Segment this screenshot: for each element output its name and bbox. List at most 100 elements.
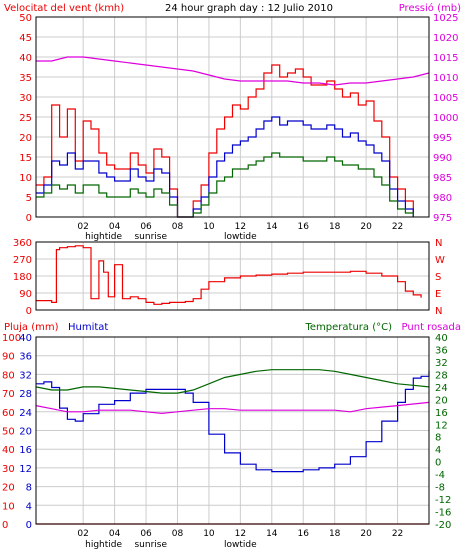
hightide-annotation: hightide bbox=[85, 232, 122, 242]
compass-tick-label: S bbox=[435, 272, 441, 283]
humidity-y-tick-label: 0 bbox=[26, 520, 32, 531]
humidity-x-tick-label: 10 bbox=[203, 529, 215, 539]
frame-layer bbox=[36, 17, 429, 524]
avg-series-line bbox=[36, 153, 413, 217]
temperature-y-tick-label: 12 bbox=[435, 420, 448, 431]
compass-tick-label: N bbox=[435, 238, 442, 249]
rain-y-tick-label: 0 bbox=[2, 520, 8, 531]
rain-y-tick-label: 80 bbox=[2, 370, 15, 381]
gust-series-line bbox=[36, 65, 413, 217]
humidity-y-tick-label: 4 bbox=[26, 501, 32, 512]
wind-x-tick-label: 18 bbox=[329, 222, 341, 232]
direction-y-tick-label: 180 bbox=[13, 272, 32, 283]
humidity-x-tick-label: 14 bbox=[266, 529, 278, 539]
sunrise-annotation: sunrise bbox=[134, 232, 167, 242]
humidity-x-tick-label: 06 bbox=[140, 529, 152, 539]
wind-series-line bbox=[36, 117, 413, 217]
temperature-y-tick-label: 20 bbox=[435, 395, 448, 406]
temperature-legend-label: Temperatura (°C) bbox=[304, 322, 392, 333]
humidity-y-tick-label: 28 bbox=[19, 389, 32, 400]
wind-x-tick-label: 20 bbox=[360, 222, 372, 232]
wind-y-tick-label: 30 bbox=[19, 93, 32, 104]
rain-y-tick-label: 60 bbox=[2, 408, 15, 419]
wind-y-tick-label: 0 bbox=[26, 213, 32, 224]
lowtide-annotation: lowtide bbox=[224, 232, 257, 242]
humidity-x-tick-label: 02 bbox=[77, 529, 88, 539]
pressure-y-tick-label: 1010 bbox=[433, 73, 458, 84]
humidity-x-tick-label: 04 bbox=[109, 529, 121, 539]
humidity-x-tick-label: 16 bbox=[298, 529, 310, 539]
wind-y-tick-label: 45 bbox=[19, 33, 32, 44]
humidity-y-tick-label: 20 bbox=[19, 427, 32, 438]
wind-x-tick-label: 12 bbox=[235, 222, 246, 232]
series-layer bbox=[36, 57, 429, 524]
temperature-y-tick-label: 24 bbox=[435, 383, 448, 394]
rain-y-tick-label: 30 bbox=[2, 464, 15, 475]
temperature-y-tick-label: -20 bbox=[435, 520, 451, 531]
temperature-y-tick-label: 4 bbox=[435, 445, 441, 456]
direction-series-line bbox=[36, 246, 421, 304]
wind-y-tick-label: 35 bbox=[19, 73, 32, 84]
rain-legend-label: Pluja (mm) bbox=[4, 322, 59, 333]
pressure-y-tick-label: 995 bbox=[433, 133, 452, 144]
direction-y-tick-label: 270 bbox=[13, 255, 32, 266]
direction-y-tick-label: 360 bbox=[13, 238, 32, 249]
pressure-y-tick-label: 1025 bbox=[433, 13, 458, 24]
temperature-y-tick-label: 36 bbox=[435, 345, 448, 356]
temperature-y-tick-label: 16 bbox=[435, 408, 448, 419]
direction-y-tick-label: 0 bbox=[26, 306, 32, 317]
humidity-x-tick-label: 12 bbox=[235, 529, 246, 539]
wind-y-tick-label: 40 bbox=[19, 53, 32, 64]
wind-y-tick-label: 15 bbox=[19, 153, 32, 164]
humidity-x-tick-label: 22 bbox=[392, 529, 403, 539]
rain-y-tick-label: 10 bbox=[2, 501, 15, 512]
rain-y-tick-label: 40 bbox=[2, 445, 15, 456]
pressure-y-tick-label: 1015 bbox=[433, 53, 458, 64]
temperature-y-tick-label: -16 bbox=[435, 508, 451, 519]
wind-y-tick-label: 50 bbox=[19, 13, 32, 24]
humidity-x-tick-label: 18 bbox=[329, 529, 341, 539]
pressure-y-tick-label: 980 bbox=[433, 193, 452, 204]
hightide-annotation-bottom: hightide bbox=[85, 540, 122, 550]
rain-y-tick-label: 70 bbox=[2, 389, 15, 400]
sunrise-annotation-bottom: sunrise bbox=[134, 540, 167, 550]
grid-layer bbox=[36, 17, 429, 524]
direction-y-tick-label: 90 bbox=[19, 289, 32, 300]
rain-y-tick-label: 20 bbox=[2, 483, 15, 494]
pressure-y-tick-label: 1000 bbox=[433, 113, 458, 124]
humidity-x-tick-label: 20 bbox=[360, 529, 372, 539]
wind-x-tick-label: 06 bbox=[140, 222, 152, 232]
temperature-y-tick-label: 8 bbox=[435, 433, 441, 444]
wind-y-tick-label: 20 bbox=[19, 133, 32, 144]
temperature-y-tick-label: -12 bbox=[435, 495, 451, 506]
pressure-series-line bbox=[36, 57, 429, 85]
wind-x-tick-label: 04 bbox=[109, 222, 121, 232]
temperature-y-tick-label: -4 bbox=[435, 470, 445, 481]
graph-date-title: 24 hour graph day : 12 Julio 2010 bbox=[165, 3, 333, 14]
compass-tick-label: E bbox=[435, 289, 441, 300]
humidity-y-tick-label: 36 bbox=[19, 352, 32, 363]
temperature-y-tick-label: 40 bbox=[435, 333, 448, 344]
temperature-series-line bbox=[36, 370, 429, 393]
temperature-y-tick-label: -8 bbox=[435, 483, 445, 494]
wind-x-tick-label: 22 bbox=[392, 222, 403, 232]
humidity-y-tick-label: 24 bbox=[19, 408, 32, 419]
wind-x-tick-label: 14 bbox=[266, 222, 278, 232]
rain-y-tick-label: 50 bbox=[2, 427, 15, 438]
labels-layer: 0510152025303540455097598098599099510001… bbox=[2, 13, 458, 550]
compass-tick-label: N bbox=[435, 306, 442, 317]
pressure-y-tick-label: 1020 bbox=[433, 33, 458, 44]
wind-y-tick-label: 25 bbox=[19, 113, 32, 124]
humidity-y-tick-label: 32 bbox=[19, 370, 32, 381]
temperature-y-tick-label: 28 bbox=[435, 370, 448, 381]
humidity-x-tick-label: 08 bbox=[172, 529, 184, 539]
pressure-y-tick-label: 985 bbox=[433, 173, 452, 184]
compass-tick-label: W bbox=[435, 255, 445, 266]
wind-y-tick-label: 10 bbox=[19, 173, 32, 184]
humidity-series-line bbox=[36, 371, 429, 472]
humidity-y-tick-label: 12 bbox=[19, 464, 32, 475]
temperature-y-tick-label: 32 bbox=[435, 358, 448, 369]
pressure-y-tick-label: 975 bbox=[433, 213, 452, 224]
